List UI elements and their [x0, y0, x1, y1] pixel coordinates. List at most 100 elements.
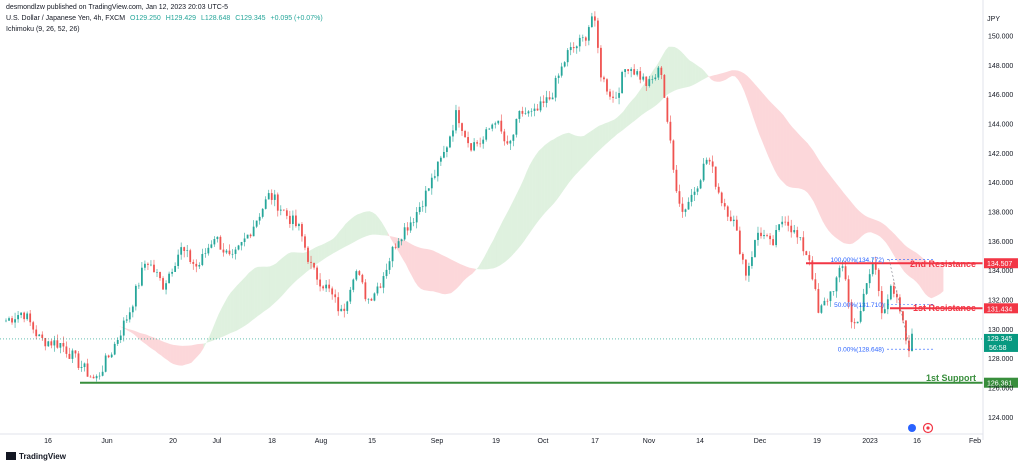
- candle-body: [174, 266, 177, 272]
- candle-body: [23, 312, 26, 320]
- cloud-segment: [605, 122, 609, 145]
- candle-body: [201, 253, 204, 265]
- x-tick-label: Jun: [101, 438, 112, 445]
- event-icons[interactable]: [908, 422, 934, 434]
- candle-body: [458, 110, 460, 124]
- candle-body: [763, 235, 765, 237]
- candle-body: [603, 77, 605, 80]
- cloud-segment: [695, 64, 699, 84]
- cloud-segment: [614, 117, 618, 137]
- cloud-segment: [722, 72, 726, 81]
- candle-body: [639, 71, 642, 80]
- candle-body: [295, 215, 297, 227]
- cloud-segment: [689, 60, 693, 87]
- cloud-segment: [562, 133, 566, 192]
- candle-body: [141, 267, 143, 286]
- candle-body: [470, 143, 472, 151]
- cloud-segment: [831, 177, 835, 237]
- candle-body: [122, 320, 125, 336]
- cloud-segment: [668, 46, 672, 94]
- candle-body: [355, 271, 358, 280]
- time-axis[interactable]: 16 Jun 20 Jul 18 Aug 15 Sep 19 Oct 17 Nov 14 Dec 19 202…: [0, 433, 983, 445]
- candle-body: [811, 260, 814, 280]
- candle-body: [53, 340, 56, 346]
- y-tick-label: 132.000: [988, 298, 1013, 305]
- cloud-segment: [399, 238, 403, 260]
- cloud-segment: [408, 242, 412, 276]
- indicator-label[interactable]: Ichimoku (9, 26, 52, 26): [6, 26, 80, 33]
- candle-body: [346, 301, 349, 311]
- cloud-segment: [511, 198, 515, 257]
- candle-body: [258, 216, 261, 221]
- cloud-segment: [898, 237, 902, 268]
- cloud-segment: [671, 46, 675, 93]
- candle-body: [273, 194, 276, 200]
- candle-body: [307, 247, 309, 262]
- candle-body: [358, 271, 361, 275]
- x-tick-label: 16: [913, 438, 921, 445]
- level-price-tag-text: 126.361: [987, 381, 1012, 388]
- y-tick-label: 146.000: [988, 92, 1013, 99]
- cloud-segment: [291, 252, 295, 286]
- level-label: 2nd Resistance: [910, 259, 976, 269]
- cloud-segment: [698, 66, 702, 83]
- candle-body: [288, 215, 291, 224]
- level-price-tag[interactable]: [984, 258, 1018, 269]
- x-tick-label: 17: [591, 438, 599, 445]
- cloud-segment: [892, 231, 896, 258]
- candle-body: [225, 250, 228, 253]
- cloud-segment: [457, 262, 461, 289]
- flag-icon[interactable]: [908, 424, 916, 432]
- candle-body: [494, 123, 497, 125]
- candle-body: [877, 269, 880, 292]
- candle-body: [183, 247, 186, 251]
- cloud-segment: [85, 319, 89, 321]
- cloud-segment: [913, 250, 917, 282]
- cloud-segment: [565, 132, 569, 187]
- cloud-segment: [886, 225, 890, 248]
- symbol-title[interactable]: U.S. Dollar / Japanese Yen, 4h, FXCM: [6, 15, 126, 22]
- cloud-segment: [789, 123, 793, 188]
- candle-body: [455, 110, 457, 131]
- candle-body: [581, 37, 584, 39]
- candle-body: [853, 322, 856, 324]
- cloud-segment: [738, 70, 742, 85]
- cloud-segment: [475, 267, 479, 271]
- level-price-tag[interactable]: [984, 377, 1018, 388]
- cloud-segment: [103, 319, 107, 321]
- cloud-segment: [819, 160, 823, 222]
- cloud-segment: [623, 107, 627, 130]
- cloud-segment: [798, 133, 802, 190]
- cloud-segment: [260, 266, 264, 314]
- cloud-segment: [227, 292, 231, 335]
- candle-body: [349, 289, 352, 302]
- cloud-segment: [852, 203, 856, 244]
- level-price-tag[interactable]: [984, 303, 1018, 314]
- candle-body: [276, 194, 279, 211]
- candle-body: [234, 249, 237, 254]
- candle-body: [5, 320, 7, 322]
- candle-body: [790, 225, 793, 233]
- cloud-segment: [855, 207, 859, 242]
- cloud-segment: [493, 233, 497, 269]
- fib-trend-line: [888, 259, 911, 350]
- current-price-tag[interactable]: [984, 333, 1018, 352]
- candle-body: [131, 306, 134, 313]
- cloud-segment: [707, 75, 711, 80]
- tradingview-logo[interactable]: TradingView: [6, 452, 66, 461]
- candle-body: [609, 91, 611, 97]
- cloud-segment: [584, 133, 588, 166]
- cloud-segment: [828, 173, 832, 235]
- alert-icon[interactable]: [922, 422, 934, 434]
- candle-body: [503, 131, 506, 142]
- cloud-segment: [907, 247, 911, 278]
- price-axis[interactable]: 150.000 148.000 146.000 144.000 142.000 140.0…: [982, 0, 1013, 440]
- cloud-segment: [508, 204, 512, 260]
- cloud-segment: [254, 266, 258, 319]
- cloud-segment: [529, 159, 533, 234]
- cloud-segment: [134, 330, 138, 338]
- candle-body: [902, 311, 904, 321]
- candle-body: [675, 169, 678, 192]
- candle-body: [485, 129, 488, 140]
